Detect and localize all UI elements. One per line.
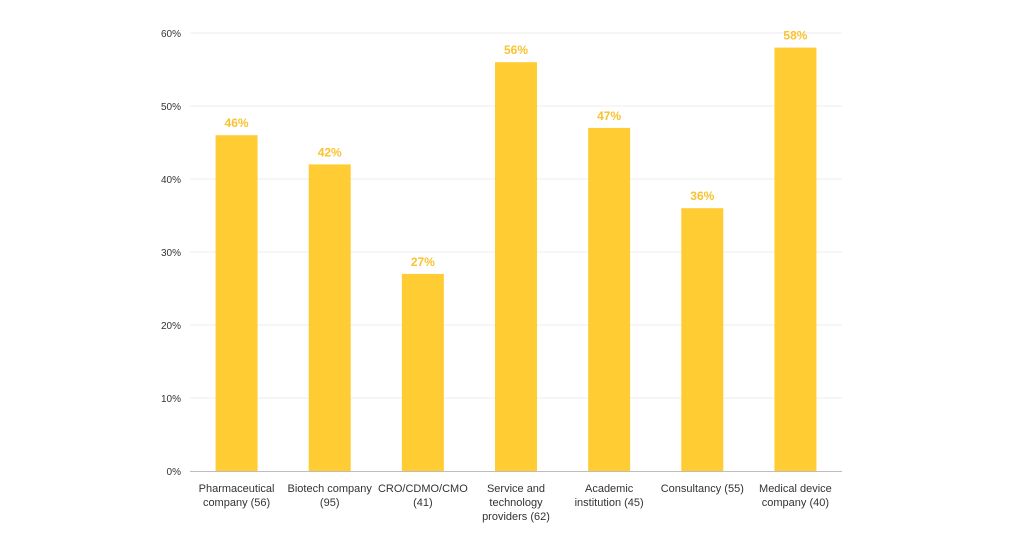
- bars: [215, 47, 817, 472]
- x-tick-label: CRO/CDMO/CMO (41): [378, 483, 468, 509]
- x-tick-label: Academic institution (45): [575, 483, 644, 509]
- y-tick-label: 10%: [161, 394, 181, 405]
- y-tick-label: 0%: [167, 467, 182, 478]
- x-axis-ticks: Pharmaceutical company (56) Biotech compan…: [199, 483, 832, 523]
- data-label: 58%: [783, 29, 807, 43]
- y-tick-label: 30%: [161, 248, 181, 259]
- y-axis-ticks: 0% 10% 20% 30% 40% 50% 60%: [161, 29, 181, 478]
- data-labels: 46% 42% 27% 56% 47% 36% 58%: [225, 29, 808, 269]
- y-tick-label: 20%: [161, 321, 181, 332]
- y-tick-label: 60%: [161, 29, 181, 40]
- bar: [401, 273, 444, 471]
- bar: [215, 135, 258, 471]
- x-tick-label: Biotech company (95): [288, 483, 373, 509]
- bar: [495, 62, 537, 471]
- data-label: 36%: [690, 189, 714, 203]
- x-tick-label: Medical device company (40): [759, 483, 832, 509]
- x-tick-label: Service and technology providers (62): [482, 483, 550, 523]
- data-label: 46%: [225, 116, 249, 130]
- bar: [588, 127, 631, 472]
- data-label: 47%: [597, 109, 621, 123]
- y-tick-label: 40%: [161, 175, 181, 186]
- x-tick-label: Consultancy (55): [661, 483, 744, 495]
- x-tick-label: Pharmaceutical company (56): [199, 483, 275, 509]
- y-tick-label: 50%: [161, 102, 181, 113]
- data-label: 27%: [411, 255, 435, 269]
- data-label: 42%: [318, 145, 342, 159]
- bar: [308, 164, 351, 471]
- data-label: 56%: [504, 43, 528, 57]
- bar: [681, 208, 724, 471]
- bar: [774, 47, 817, 471]
